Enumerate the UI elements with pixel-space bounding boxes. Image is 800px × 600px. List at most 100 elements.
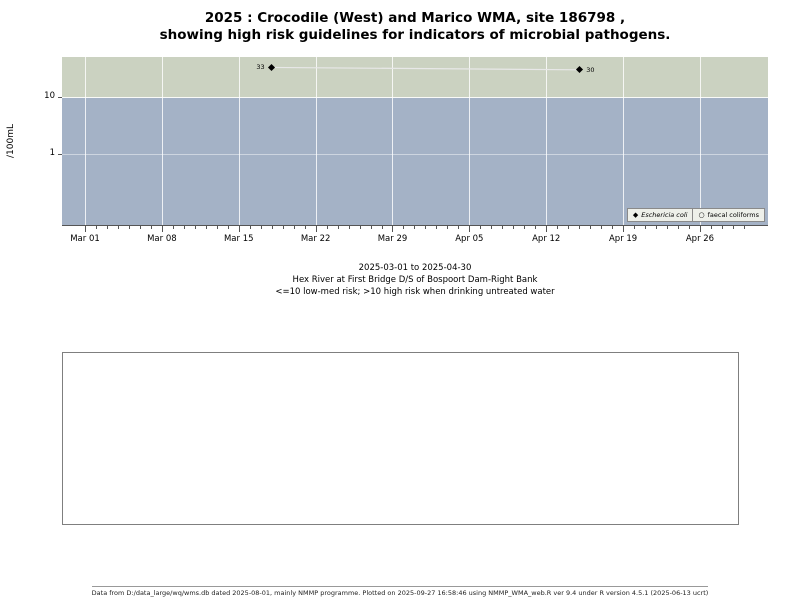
x-tick-minor [524, 226, 526, 229]
x-tick-minor [403, 226, 405, 229]
x-tick-minor [370, 226, 372, 229]
x-tick-minor [710, 226, 712, 229]
x-tick-minor [282, 226, 284, 229]
x-tick-label: Apr 26 [685, 234, 715, 244]
legend-entry: ◆ Eschericia coli [626, 208, 694, 222]
gridline-vertical [623, 57, 625, 225]
x-tick-minor [458, 226, 460, 229]
chart-title: 2025 : Crocodile (West) and Marico WMA, … [62, 10, 768, 44]
x-tick-minor [337, 226, 339, 229]
x-tick-minor [128, 226, 130, 229]
x-tick-minor [447, 226, 449, 229]
x-tick-label: Mar 22 [300, 234, 331, 244]
x-tick-minor [678, 226, 680, 229]
y-axis: 10 1 [38, 57, 62, 225]
gridline-vertical [85, 57, 86, 225]
x-tick-label: Mar 01 [70, 234, 100, 244]
x-tick-minor [260, 226, 262, 229]
x-tick-minor [381, 226, 383, 229]
caption: 2025-03-01 to 2025-04-30 Hex River at Fi… [62, 262, 768, 298]
x-tick-minor [645, 226, 647, 229]
x-axis: Mar 01 Mar 08 Mar 15 Mar 22 Mar 29 Apr 05 Apr … [62, 226, 768, 252]
x-tick-minor [436, 226, 438, 229]
x-tick-minor [743, 226, 745, 229]
x-tick-major [546, 226, 548, 232]
caption-site-name: Hex River at First Bridge D/S of Bospoor… [292, 275, 538, 285]
x-tick-minor [106, 226, 108, 229]
x-tick-minor [590, 226, 592, 229]
legend: ◆ Eschericia coli ○ faecal coliforms [626, 208, 765, 222]
chart-title-line1: 2025 : Crocodile (West) and Marico WMA, … [204, 10, 626, 26]
gridline-vertical [238, 57, 240, 225]
circle-marker-icon: ○ [698, 210, 705, 219]
x-tick-major [238, 226, 240, 232]
x-tick-minor [194, 226, 196, 229]
y-tick-label: 1 [49, 148, 55, 158]
x-tick-minor [579, 226, 581, 229]
caption-date-range: 2025-03-01 to 2025-04-30 [358, 263, 472, 273]
x-tick-major [469, 226, 471, 232]
caption-risk-note: <=10 low-med risk; >10 high risk when dr… [275, 287, 555, 297]
y-tick-mark [58, 96, 62, 98]
gridline-vertical [392, 57, 394, 225]
x-tick-minor [227, 226, 229, 229]
legend-entry: ○ faecal coliforms [692, 208, 765, 222]
x-tick-minor [216, 226, 218, 229]
x-tick-minor [732, 226, 734, 229]
x-tick-major [392, 226, 394, 232]
gridline-horizontal [62, 154, 768, 155]
legend-label: Eschericia coli [641, 211, 688, 219]
high-risk-band [62, 57, 768, 98]
x-tick-minor [293, 226, 295, 229]
x-tick-minor [172, 226, 174, 229]
legend-label: faecal coliforms [707, 211, 759, 219]
x-tick-minor [348, 226, 350, 229]
y-tick-mark [58, 153, 62, 155]
x-tick-label: Apr 05 [455, 234, 484, 244]
x-tick-minor [513, 226, 515, 229]
diamond-marker-icon: ◆ [632, 210, 639, 219]
x-tick-minor [502, 226, 504, 229]
plot-area: 33 30 ◆ Eschericia coli ○ faecal coliforms [62, 57, 768, 226]
x-tick-minor [480, 226, 482, 229]
x-tick-label: Mar 15 [223, 234, 254, 244]
chart-title-line2: showing high risk guidelines for indicat… [159, 27, 671, 43]
x-tick-minor [425, 226, 427, 229]
x-tick-minor [667, 226, 669, 229]
x-tick-major [623, 226, 625, 232]
x-tick-minor [568, 226, 570, 229]
empty-panel [62, 352, 739, 525]
x-tick-minor [117, 226, 119, 229]
x-tick-minor [612, 226, 614, 229]
x-tick-minor [414, 226, 416, 229]
x-tick-minor [535, 226, 537, 229]
x-tick-minor [150, 226, 152, 229]
x-tick-minor [634, 226, 636, 229]
footer: Data from D:/data_large/wq/wms.db dated … [0, 580, 800, 599]
x-tick-major [315, 226, 317, 232]
x-tick-minor [95, 226, 97, 229]
x-tick-minor [326, 226, 328, 229]
x-tick-minor [249, 226, 251, 229]
x-tick-label: Apr 19 [608, 234, 638, 244]
series-connector-line [271, 66, 580, 71]
x-tick-minor [491, 226, 493, 229]
gridline-horizontal [62, 97, 768, 98]
x-tick-major [699, 226, 701, 232]
x-tick-minor [689, 226, 690, 229]
x-tick-label: Apr 12 [532, 234, 561, 244]
x-tick-label: Mar 08 [147, 234, 177, 244]
x-tick-minor [139, 226, 141, 229]
gridline-vertical [161, 57, 163, 225]
x-tick-minor [601, 226, 603, 229]
x-tick-label: Mar 29 [377, 234, 408, 244]
x-tick-major [85, 226, 86, 232]
x-tick-minor [656, 226, 658, 229]
x-tick-minor [205, 226, 207, 229]
data-point-label: 30 [586, 65, 595, 74]
x-tick-minor [183, 226, 185, 229]
x-tick-minor [304, 226, 306, 229]
y-tick-label: 10 [44, 91, 55, 101]
gridline-vertical [699, 57, 701, 225]
x-tick-minor [721, 226, 723, 229]
